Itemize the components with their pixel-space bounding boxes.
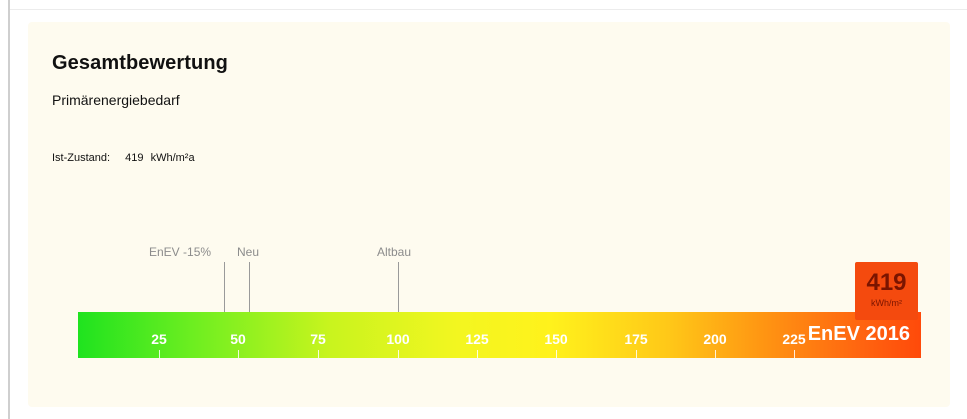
energy-scale-bar [78,312,921,358]
scale-tick-mark [159,350,160,358]
scale-tick-label: 100 [386,331,410,347]
marker-line-altbau [398,262,399,358]
window-top-border [10,9,967,10]
window-left-border [8,0,10,419]
scale-tick-mark [794,350,795,358]
card-subtitle: Primärenergiebedarf [52,92,180,108]
card-title: Gesamtbewertung [52,52,228,74]
current-value-indicator: 419 kWh/m² [855,262,918,320]
current-value-unit: kWh/m² [871,298,902,308]
scale-tick-mark [715,350,716,358]
marker-line-neu [249,262,250,358]
scale-tick-label: 225 [782,331,806,347]
energy-rating-card: Gesamtbewertung Primärenergiebedarf Ist-… [28,22,950,407]
marker-label-altbau: Altbau [377,245,412,259]
marker-label-neu: Neu [237,245,260,259]
scale-tick-mark [238,350,239,358]
scale-tick-label: 125 [465,331,489,347]
marker-line-enev-15 [224,262,225,358]
enev-2016-label: EnEV 2016 [807,323,910,345]
scale-tick-label: 25 [151,331,167,347]
scale-tick-label: 150 [544,331,568,347]
scale-tick-mark [398,350,399,358]
scale-tick-label: 200 [703,331,727,347]
current-status-row: Ist-Zustand: 419 kWh/m²a [52,152,195,164]
scale-tick-mark [556,350,557,358]
scale-tick-mark [636,350,637,358]
status-value: 419 [125,152,144,164]
status-label: Ist-Zustand: [52,152,111,164]
scale-tick-label: 50 [230,331,246,347]
marker-label-enev-15: EnEV -15% [149,245,212,259]
current-value-number: 419 [866,269,907,296]
scale-tick-mark [318,350,319,358]
scale-tick-label: 175 [624,331,648,347]
scale-tick-label: 75 [310,331,326,347]
scale-tick-mark [477,350,478,358]
status-unit: kWh/m²a [150,152,195,164]
